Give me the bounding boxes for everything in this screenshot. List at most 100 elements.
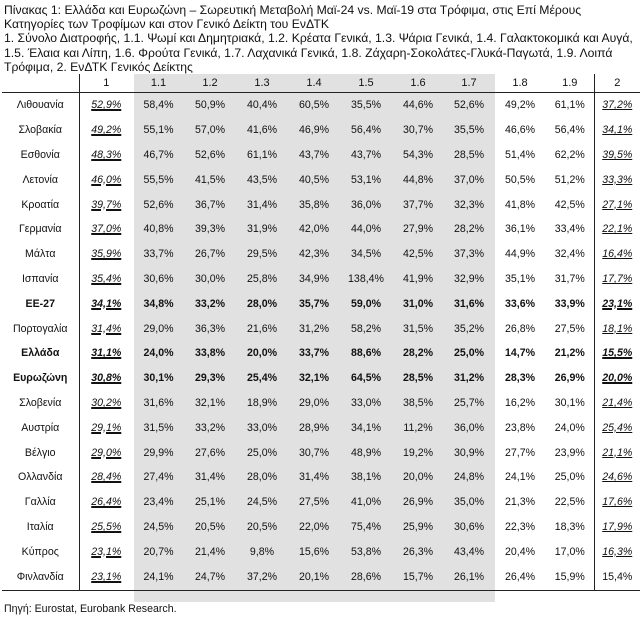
table-cell: 39,5% [593,142,640,168]
country-name: Λετονία [22,173,58,186]
table-cell: 38,5% [402,396,434,409]
table-cell: 138,4% [348,272,384,285]
table-cell: 36,7% [194,198,226,211]
table-cell: 15,7% [392,564,444,592]
table-cell: 28,5% [402,372,434,385]
table-cell: 34,1% [350,421,382,434]
table-cell: 20,0% [402,471,434,484]
table-cell: 31,0% [402,297,434,310]
table-cell: 23,4% [143,496,174,509]
table-cell: 22,1% [593,216,640,242]
table-cell: 24,0% [143,347,174,360]
table-cell: 43,4% [453,545,485,558]
table-cell: 30,0% [194,272,226,285]
country-name: Σλοβενία [19,396,62,409]
table-cell: 18,9% [246,396,278,409]
table-row: Φινλανδία 23,1% 24,1% 24,7% 37,2% 20,1% 28,6% 1… [2,564,640,592]
table-cell: 21,4% [593,390,640,416]
table-cell: 20,5% [194,520,226,533]
table-cell: 20,4% [504,545,536,558]
table-cell: 27,5% [554,322,585,335]
table-cell: 48,9% [350,446,382,459]
table-cell: 21,2% [554,347,585,360]
table-cell: 27,9% [402,223,434,236]
country-name: ΕΕ-27 [25,297,55,310]
source-note: Πηγή: Eurostat, Eurobank Research. [4,603,177,615]
table-cell: 30,9% [453,446,485,459]
country-name: Κροατία [21,198,60,211]
table-cell: 11,2% [403,421,433,434]
table-cell: 20,7% [143,545,174,558]
table-cell: 60,5% [298,99,330,112]
table-cell: 30,6% [143,272,174,285]
table-cell: 26,9% [402,496,434,509]
column-header: 1.5 [340,74,392,93]
table-cell: 30,7% [402,124,434,137]
table-cell: 34,1% [593,117,640,143]
table-cell: 9,8% [249,545,275,558]
column-header: 1.1 [133,74,184,93]
country-name: Πορτογαλία [12,322,68,335]
table-cell: 29,3% [194,372,226,385]
table-cell: 22,5% [554,496,585,509]
column-header: 1 [78,74,133,93]
table-cell: 37,7% [402,198,434,211]
table-row: Σλοβακία 49,2% 55,1% 57,0% 41,6% 46,9% 56,4% 30… [2,117,640,143]
table-cell: 33,2% [194,421,226,434]
table-cell: 33,3% [593,167,640,193]
table-row: Σλοβενία 30,2% 31,6% 32,1% 18,9% 29,0% 33,0% 38… [2,390,640,416]
table-cell: 21,3% [504,496,536,509]
table-cell: 34,9% [298,272,330,285]
table-cell: 61,1% [246,148,278,161]
table-cell: 31,6% [143,396,174,409]
table-row: ΕΕ-27 34,1% 34,8% 33,2% 28,0% 35,7% 59,0% 31,0%… [2,291,640,317]
table-cell: 26,3% [402,545,434,558]
table-cell: 24,0% [554,421,585,434]
title-line: 1.5. Έλαια και Λίπη, 1.6. Φρούτα Γενικά,… [4,45,613,60]
table-cell: 41,9% [402,272,434,285]
table-cell: 28,2% [453,223,485,236]
table-cell: 29,0% [298,396,330,409]
column-header [2,74,79,93]
table-cell: 17,6% [593,489,640,515]
table-row: Αυστρία 29,1% 31,5% 33,2% 33,0% 28,9% 34,1% 11,… [2,415,640,441]
table-cell: 28,5% [453,148,485,161]
table-cell: 44,0% [350,223,382,236]
country-name: Λιθουανία [16,99,64,112]
column-header: 1.4 [288,74,340,93]
table-cell: 23,1% [78,564,133,592]
table-cell: 34,1% [78,291,133,317]
table-cell: 41,0% [350,496,382,509]
table-cell: 25,1% [194,496,226,509]
table-cell: 61,1% [554,99,585,112]
table-cell: 23,1% [593,291,640,317]
country-name: Ιταλία [26,520,54,533]
table-cell: 43,5% [246,173,278,186]
table-cell: 49,2% [504,99,536,112]
table-cell: 31,5% [402,322,434,335]
table-cell: 25,0% [246,446,278,459]
column-header: 1.3 [236,74,288,93]
country-name: Εσθονία [20,148,60,161]
title-line: Τρόφιμα, 2. ΕνΔΤΚ Γενικός Δείκτης [4,59,193,74]
table-cell: 17,0% [554,545,585,558]
table-cell: 48,3% [78,142,133,168]
table-cell: 39,7% [78,192,133,217]
table-cell: 52,9% [78,92,133,118]
country-name: Σλοβακία [18,124,63,137]
table-cell: 20,1% [288,564,340,592]
column-header: 1.7 [444,74,494,93]
country-name: Γαλλία [24,496,56,509]
table-cell: 21,4% [194,545,226,558]
table-cell: 59,0% [350,297,382,310]
table-cell: 49,2% [78,117,133,143]
table-cell: 31,1% [78,340,133,366]
table-cell: 21,6% [246,322,278,335]
table-cell: 33,4% [554,223,585,236]
table-cell: 25,0% [453,347,485,360]
table-cell: 15,5% [593,340,640,366]
table-cell: 35,5% [453,124,485,137]
table-cell: 33,9% [554,297,585,310]
table-cell: 31,2% [298,322,330,335]
table-cell: 17,7% [593,266,640,292]
